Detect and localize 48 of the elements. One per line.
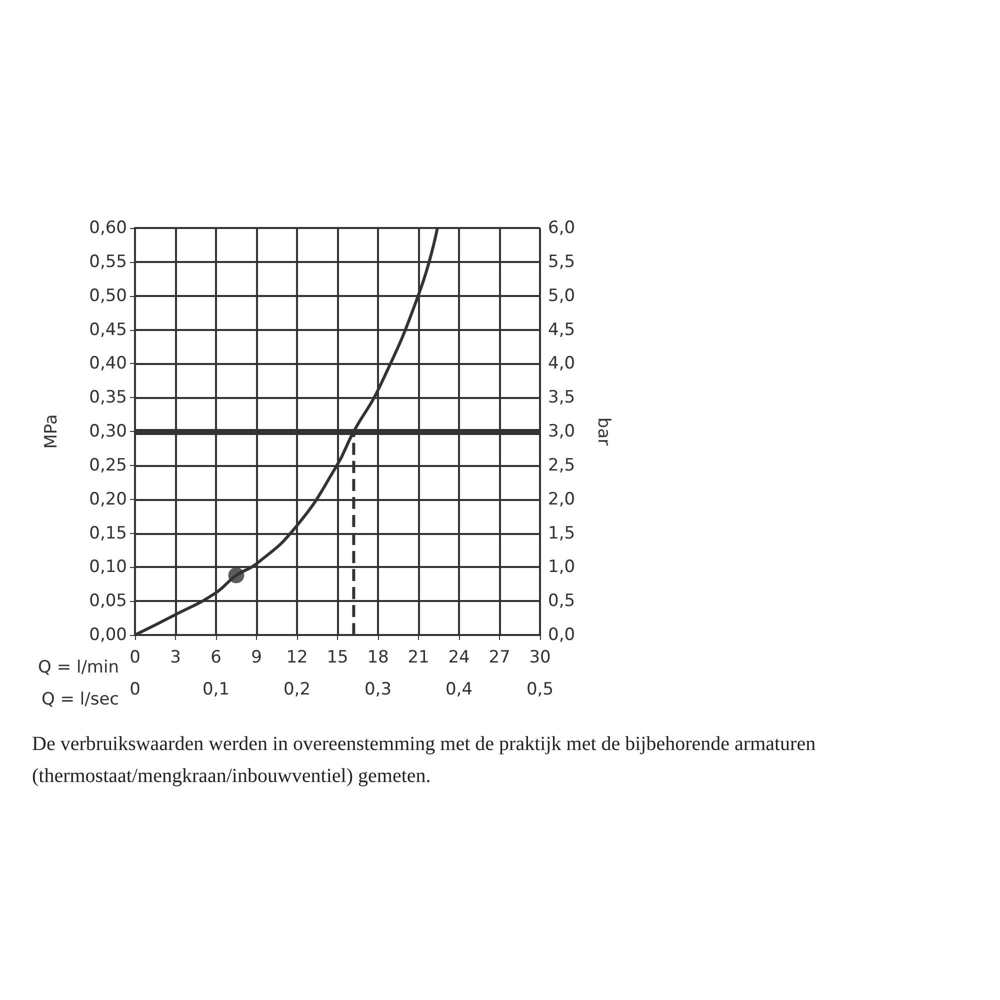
y-tick-label: 0,45	[89, 320, 127, 340]
y-tick-label: 0,05	[89, 591, 127, 612]
y2-tick-label: 2,5	[548, 455, 576, 476]
x-tick-label: 9	[251, 648, 262, 668]
x2-axis-title: Q = l/sec	[41, 690, 119, 710]
y2-tick-label: 2,0	[548, 489, 576, 510]
x2-tick-label: 0,5	[526, 680, 554, 700]
y-tick-label: 0,10	[89, 557, 127, 578]
y-tick-label: 0,50	[89, 286, 127, 306]
y-axis-title: MPa	[42, 414, 62, 449]
x-tick-label: 15	[326, 648, 348, 668]
y2-tick-label: 4,0	[548, 354, 576, 374]
x-tick-label: 27	[488, 648, 510, 668]
y2-tick-label: 4,5	[548, 320, 576, 340]
x-tick-label: 12	[286, 648, 308, 668]
x-tick-label: 0	[130, 648, 140, 668]
y-tick-label: 0,55	[89, 252, 127, 272]
y-tick-label: 0,30	[89, 422, 127, 442]
y2-tick-label: 5,5	[548, 252, 576, 272]
y2-tick-label: 0,0	[548, 625, 576, 645]
y-tick-label: 0,40	[89, 354, 127, 374]
y2-tick-label: 1,5	[548, 523, 576, 544]
y-tick-label: 0,35	[89, 388, 127, 408]
y2-tick-label: 5,0	[548, 286, 576, 306]
x2-tick-label: 0,3	[364, 680, 392, 700]
y-tick-label: 0,20	[89, 489, 127, 510]
x2-tick-label: 0	[130, 680, 140, 700]
y-tick-label: 0,60	[89, 218, 127, 238]
y-tick-label: 0,25	[89, 455, 127, 476]
x-tick-label: 21	[408, 648, 430, 668]
y2-tick-label: 3,0	[548, 422, 576, 442]
x-tick-label: 24	[448, 648, 470, 668]
x2-tick-label: 0,2	[283, 680, 311, 700]
x-tick-label: 6	[210, 648, 222, 668]
y2-axis-title: bar	[594, 417, 614, 446]
y-tick-label: 0,00	[89, 625, 127, 645]
x-axis-title: Q = l/min	[38, 658, 119, 678]
y2-tick-label: 6,0	[548, 218, 576, 238]
x2-tick-label: 0,1	[202, 680, 230, 700]
y-tick-label: 0,15	[89, 523, 127, 544]
y2-tick-label: 3,5	[548, 388, 576, 408]
y2-tick-label: 1,0	[548, 557, 576, 578]
text: De verbruikswaarden werden in overeenstemming met de praktijk met de bijbehorende armaturen (thermostaat/mengkraan/inbouwventiel) gemeten.	[32, 732, 817, 789]
x2-tick-label: 0,4	[445, 680, 473, 700]
x-tick-label: 18	[367, 648, 389, 668]
x-tick-label: 30	[529, 648, 551, 668]
y2-tick-label: 0,5	[548, 591, 576, 612]
x-tick-label: 3	[170, 648, 181, 668]
